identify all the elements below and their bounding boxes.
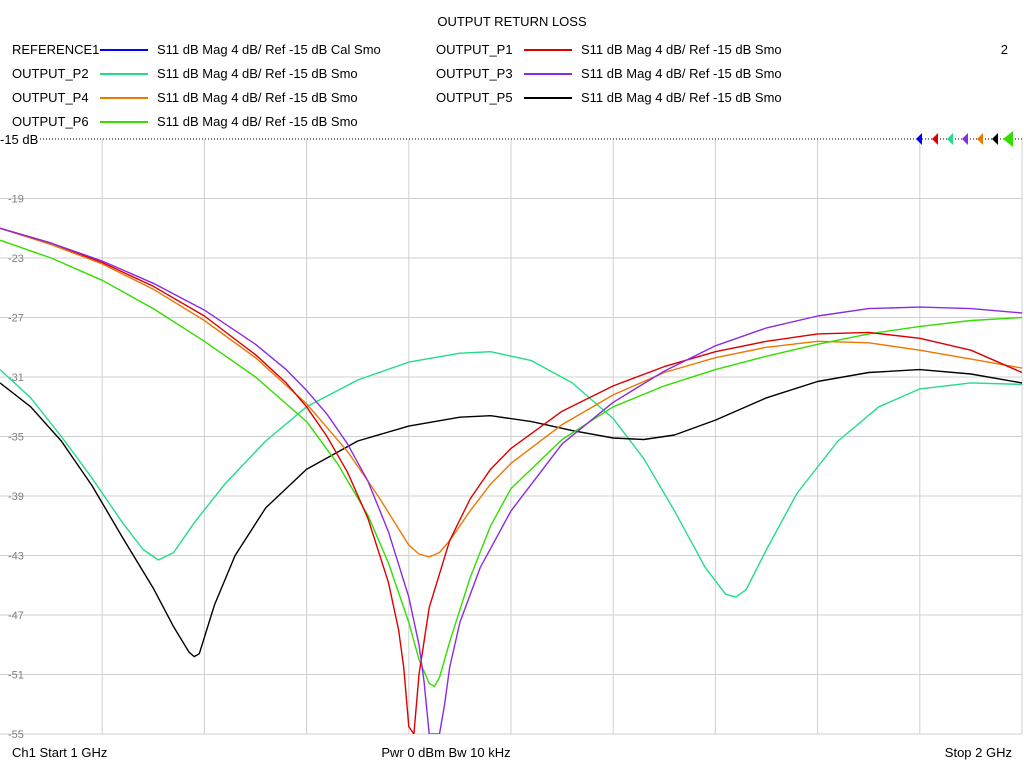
trace-output-p1 — [0, 227, 1022, 734]
trace-output-p3 — [0, 227, 1022, 734]
y-tick-labels: -19 -23 -27 -31 -35 -39 -43 -47 -51 -55 — [8, 194, 24, 742]
channel-number: 2 — [1001, 42, 1008, 57]
ref-marker — [992, 133, 998, 145]
legend-entry: OUTPUT_P4 S11 dB Mag 4 dB/ Ref -15 dB Smo — [12, 90, 358, 105]
legend-name: OUTPUT_P2 — [12, 66, 89, 81]
legend-entry: OUTPUT_P1 S11 dB Mag 4 dB/ Ref -15 dB Smo — [436, 42, 782, 57]
legend-name: REFERENCE1 — [12, 42, 99, 57]
legend-desc: S11 dB Mag 4 dB/ Ref -15 dB Smo — [581, 66, 782, 81]
ref-marker — [977, 133, 983, 145]
y-tick-label: -51 — [8, 670, 24, 682]
grid — [0, 139, 1023, 735]
y-tick-label: -55 — [8, 729, 24, 741]
legend-entry: OUTPUT_P2 S11 dB Mag 4 dB/ Ref -15 dB Smo — [12, 66, 358, 81]
reference-markers — [916, 131, 1013, 147]
legend-name: OUTPUT_P1 — [436, 42, 513, 57]
y-tick-label: -19 — [8, 194, 24, 206]
footer-start: Ch1 Start 1 GHz — [12, 745, 107, 760]
chart-title: OUTPUT RETURN LOSS — [437, 14, 587, 29]
y-tick-label: -47 — [8, 610, 24, 622]
reference-label: -15 dB — [0, 132, 38, 147]
y-tick-label: -31 — [8, 372, 24, 384]
legend-desc: S11 dB Mag 4 dB/ Ref -15 dB Cal Smo — [157, 42, 381, 57]
trace-output-p4 — [0, 227, 1022, 558]
legend-desc: S11 dB Mag 4 dB/ Ref -15 dB Smo — [157, 90, 358, 105]
legend-name: OUTPUT_P5 — [436, 90, 513, 105]
y-tick-label: -35 — [8, 432, 24, 444]
ref-marker — [947, 133, 953, 145]
legend-name: OUTPUT_P6 — [12, 114, 89, 129]
ref-marker — [1003, 131, 1013, 147]
y-tick-label: -23 — [8, 253, 24, 265]
ref-marker — [932, 133, 938, 145]
legend-desc: S11 dB Mag 4 dB/ Ref -15 dB Smo — [581, 42, 782, 57]
ref-marker — [962, 133, 968, 145]
legend-desc: S11 dB Mag 4 dB/ Ref -15 dB Smo — [157, 66, 358, 81]
legend-entry: REFERENCE1 S11 dB Mag 4 dB/ Ref -15 dB Ca… — [12, 42, 381, 57]
trace-output-p2 — [0, 351, 1022, 598]
traces — [0, 227, 1022, 734]
legend: REFERENCE1 S11 dB Mag 4 dB/ Ref -15 dB Ca… — [12, 42, 782, 129]
trace-output-p5 — [0, 368, 1022, 658]
trace-output-p6 — [0, 239, 1022, 688]
legend-entry: OUTPUT_P3 S11 dB Mag 4 dB/ Ref -15 dB Smo — [436, 66, 782, 81]
footer-center: Pwr 0 dBm Bw 10 kHz — [381, 745, 510, 760]
y-tick-label: -39 — [8, 491, 24, 503]
legend-entry: OUTPUT_P5 S11 dB Mag 4 dB/ Ref -15 dB Smo — [436, 90, 782, 105]
ref-marker — [916, 133, 922, 145]
y-tick-label: -27 — [8, 313, 24, 325]
legend-desc: S11 dB Mag 4 dB/ Ref -15 dB Smo — [581, 90, 782, 105]
y-tick-label: -43 — [8, 551, 24, 563]
footer-stop: Stop 2 GHz — [945, 745, 1012, 760]
legend-name: OUTPUT_P4 — [12, 90, 89, 105]
legend-entry: OUTPUT_P6 S11 dB Mag 4 dB/ Ref -15 dB Smo — [12, 114, 358, 129]
legend-desc: S11 dB Mag 4 dB/ Ref -15 dB Smo — [157, 114, 358, 129]
legend-name: OUTPUT_P3 — [436, 66, 513, 81]
